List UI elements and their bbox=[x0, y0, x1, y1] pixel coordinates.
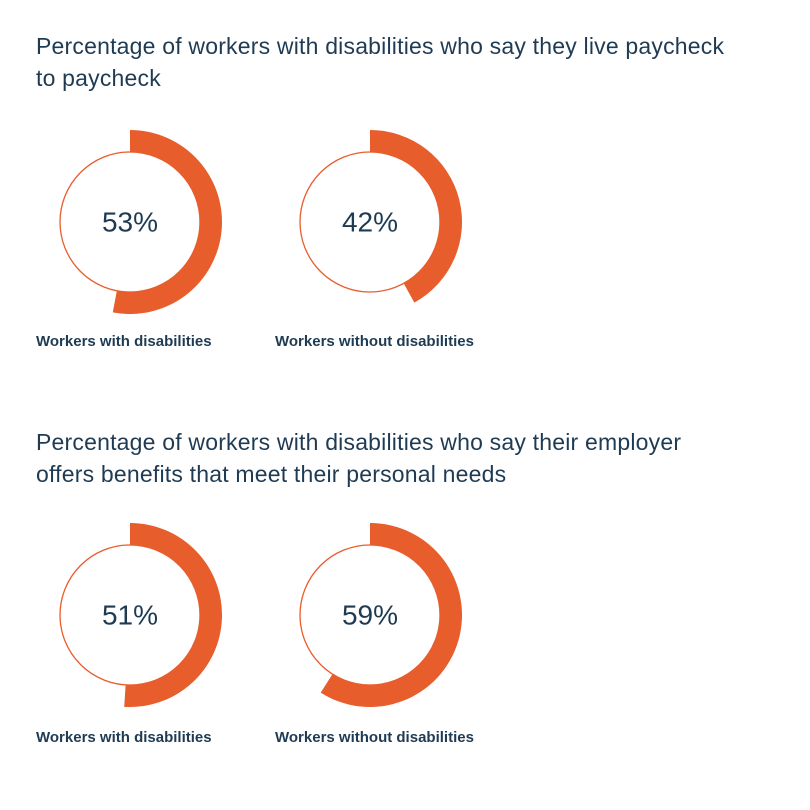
category-label: Workers without disabilities bbox=[275, 333, 474, 350]
percentage-value-label: 51% bbox=[102, 600, 158, 631]
donut-workers-without-disabilities-benefits: 59% bbox=[299, 523, 462, 707]
category-label: Workers with disabilities bbox=[36, 729, 212, 746]
chart-title-paycheck: Percentage of workers with disabilities … bbox=[36, 33, 725, 91]
category-label: Workers without disabilities bbox=[275, 729, 474, 746]
percentage-value-label: 42% bbox=[342, 207, 398, 238]
donut-workers-without-disabilities-paycheck: 42% bbox=[299, 130, 462, 303]
donut-workers-with-disabilities-paycheck: 53% bbox=[59, 130, 223, 314]
donut-value-arc bbox=[320, 523, 462, 707]
donut-workers-with-disabilities-benefits: 51% bbox=[59, 523, 222, 707]
donut-value-arc bbox=[112, 130, 223, 314]
chart-title-benefits: Percentage of workers with disabilities … bbox=[36, 429, 682, 487]
donut-value-arc bbox=[124, 523, 222, 707]
percentage-value-label: 59% bbox=[342, 600, 398, 631]
percentage-value-label: 53% bbox=[102, 207, 158, 238]
donut-value-arc bbox=[370, 130, 462, 303]
category-label: Workers with disabilities bbox=[36, 333, 212, 350]
